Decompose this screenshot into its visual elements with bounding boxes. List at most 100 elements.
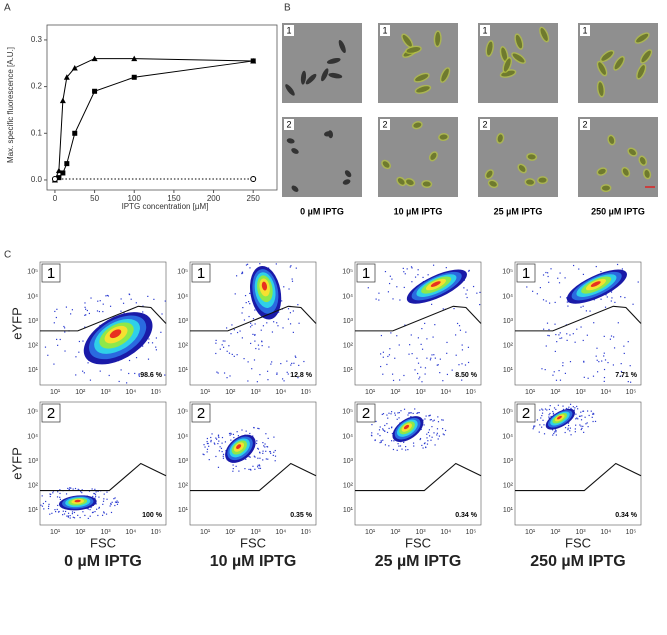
event-dot xyxy=(553,371,555,373)
event-dot xyxy=(609,338,612,340)
event-dot xyxy=(99,300,101,302)
y-tick-label: 10⁵ xyxy=(27,409,38,416)
event-dot xyxy=(392,448,395,451)
event-dot xyxy=(215,339,217,341)
event-dot xyxy=(241,272,243,274)
event-dot xyxy=(258,428,260,430)
event-dot xyxy=(472,285,475,288)
event-dot xyxy=(233,355,235,357)
event-dot xyxy=(570,434,572,436)
row-label: 2 xyxy=(286,119,291,129)
event-dot xyxy=(426,338,428,340)
event-dot xyxy=(398,417,400,419)
event-dot xyxy=(555,431,557,433)
event-dot xyxy=(48,505,50,507)
event-dot xyxy=(266,322,268,324)
y-tick-label: 0.0 xyxy=(31,175,43,184)
event-dot xyxy=(562,408,565,411)
event-dot xyxy=(541,412,544,414)
y-tick-label: 0.1 xyxy=(31,128,43,137)
row-label-box xyxy=(284,25,294,36)
event-dot xyxy=(607,361,609,364)
event-dot xyxy=(65,306,68,308)
event-dot xyxy=(552,434,554,436)
event-dot xyxy=(596,359,598,361)
event-dot xyxy=(575,418,577,420)
event-dot xyxy=(580,419,583,421)
event-dot xyxy=(64,510,67,513)
event-dot xyxy=(592,413,594,415)
y-tick-label: 10¹ xyxy=(178,507,189,514)
cell xyxy=(326,57,341,64)
event-dot xyxy=(413,445,415,447)
event-dot xyxy=(547,334,549,337)
event-dot xyxy=(206,448,209,450)
event-dot xyxy=(230,432,232,434)
event-dot xyxy=(259,465,261,467)
event-dot xyxy=(117,501,119,503)
event-dot xyxy=(207,442,209,445)
x-tick-label: 10¹ xyxy=(365,529,376,536)
panel-label: A xyxy=(4,3,11,14)
event-dot xyxy=(433,419,435,421)
x-tick-label: 0 xyxy=(53,194,58,203)
event-dot xyxy=(425,415,427,417)
event-dot xyxy=(466,296,468,299)
row-label: 1 xyxy=(382,25,387,35)
event-dot xyxy=(98,506,100,508)
event-dot xyxy=(288,288,290,290)
row-label-box xyxy=(380,119,390,130)
event-dot xyxy=(375,298,377,300)
event-dot xyxy=(551,429,554,431)
x-tick-label: 10¹ xyxy=(50,389,61,396)
event-dot xyxy=(249,303,251,305)
event-dot xyxy=(387,417,389,419)
event-dot xyxy=(102,503,104,505)
event-dot xyxy=(55,316,57,319)
density xyxy=(403,424,410,430)
cell xyxy=(515,34,523,49)
event-dot xyxy=(617,322,619,324)
event-dot xyxy=(297,377,299,379)
event-dot xyxy=(287,308,290,310)
event-dot xyxy=(458,325,461,327)
cell xyxy=(486,41,493,56)
event-dot xyxy=(564,431,566,434)
y-tick-label: 10² xyxy=(343,342,354,349)
event-dot xyxy=(558,334,560,336)
event-dot xyxy=(254,309,256,311)
event-dot xyxy=(290,265,292,267)
condition-label: 25 µM IPTG xyxy=(375,553,462,570)
event-dot xyxy=(245,302,247,304)
event-dot xyxy=(379,434,381,437)
panel-label: B xyxy=(284,3,291,14)
event-dot xyxy=(254,456,256,458)
gate-percentage: 7.71 % xyxy=(615,372,638,379)
event-dot xyxy=(277,325,279,327)
event-dot xyxy=(442,308,444,310)
event-dot xyxy=(214,443,216,445)
event-dot xyxy=(67,516,70,518)
flow-plot-frame xyxy=(514,401,642,526)
event-dot xyxy=(442,419,444,421)
event-dot xyxy=(59,496,61,498)
event-dot xyxy=(430,439,432,441)
event-dot xyxy=(128,372,130,375)
event-dot xyxy=(581,415,583,417)
y-tick-label: 0.3 xyxy=(31,35,43,44)
cell xyxy=(598,62,606,75)
event-dot xyxy=(577,418,579,420)
event-dot xyxy=(572,264,575,267)
event-dot xyxy=(543,424,545,426)
event-dot xyxy=(374,439,376,442)
event-dot xyxy=(246,263,249,265)
event-dot xyxy=(425,446,427,448)
x-tick-label: 10³ xyxy=(575,389,586,396)
marker xyxy=(250,176,257,183)
event-dot xyxy=(247,380,249,382)
density xyxy=(109,329,122,339)
event-dot xyxy=(620,375,622,377)
event-dot xyxy=(555,333,557,336)
y-tick-label: 10⁴ xyxy=(502,293,513,300)
event-dot xyxy=(155,346,157,348)
